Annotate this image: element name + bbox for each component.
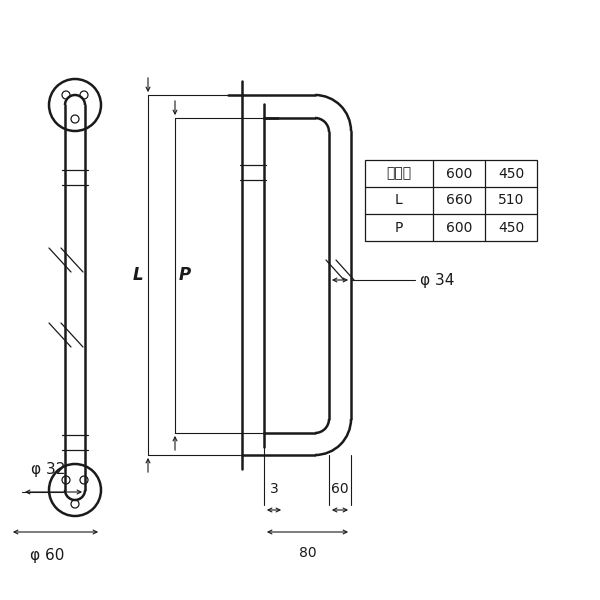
Text: φ 32: φ 32 [31, 462, 65, 477]
Text: 3: 3 [269, 482, 278, 496]
Text: 600: 600 [446, 166, 472, 181]
Text: P: P [179, 266, 191, 284]
Text: φ 34: φ 34 [420, 272, 454, 287]
Text: P: P [395, 220, 403, 235]
Text: L: L [395, 193, 403, 208]
Bar [365, 160, 537, 241]
Text: 80: 80 [299, 546, 316, 560]
Text: φ 60: φ 60 [31, 548, 65, 563]
Text: 600: 600 [446, 220, 472, 235]
Text: L: L [133, 266, 143, 284]
Text: 510: 510 [498, 193, 524, 208]
Text: 450: 450 [498, 220, 524, 235]
Text: 60: 60 [331, 482, 349, 496]
Text: 450: 450 [498, 166, 524, 181]
Text: 660: 660 [446, 193, 472, 208]
Text: サイズ: サイズ [386, 166, 412, 181]
